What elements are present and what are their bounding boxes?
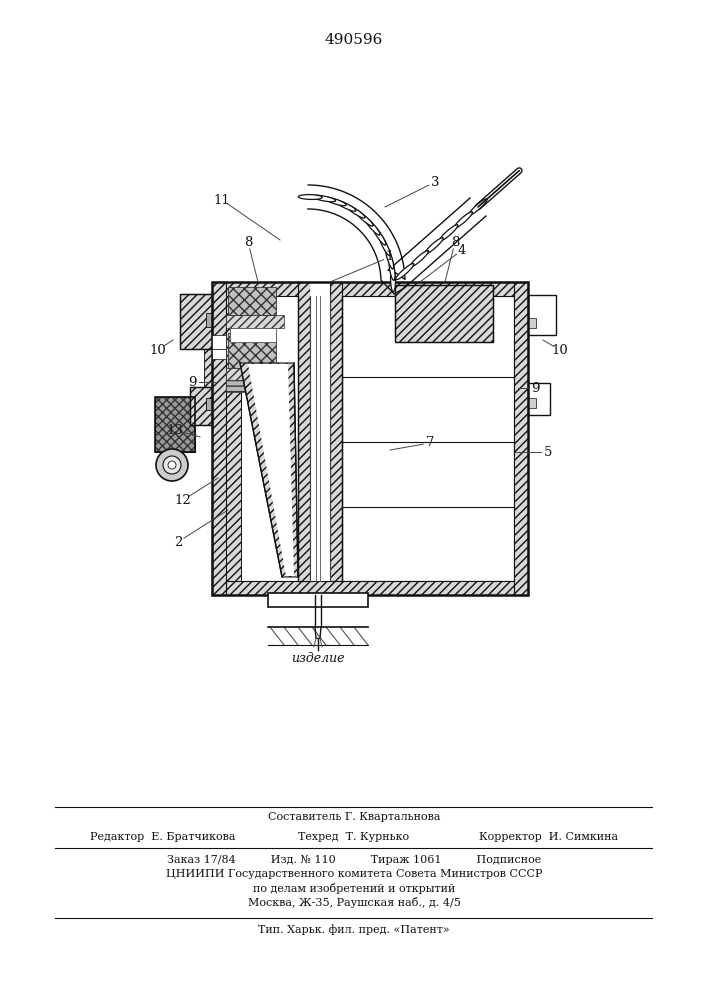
Text: 4: 4 — [458, 243, 466, 256]
Text: 10: 10 — [150, 344, 166, 357]
Circle shape — [163, 456, 181, 474]
Text: Корректор  И. Симкина: Корректор И. Симкина — [479, 832, 618, 842]
Text: 9: 9 — [188, 375, 197, 388]
Text: Тип. Харьк. фил. пред. «Патент»: Тип. Харьк. фил. пред. «Патент» — [258, 925, 450, 935]
Ellipse shape — [440, 225, 458, 241]
Text: 8: 8 — [244, 235, 252, 248]
Bar — [206, 398, 212, 410]
Text: 3: 3 — [431, 176, 439, 188]
Text: Составитель Г. Квартальнова: Составитель Г. Квартальнова — [268, 812, 440, 822]
Ellipse shape — [454, 212, 472, 228]
Polygon shape — [240, 363, 298, 577]
Ellipse shape — [298, 195, 322, 199]
Text: 10: 10 — [551, 344, 568, 357]
Ellipse shape — [379, 234, 390, 256]
Bar — [212, 335, 226, 349]
Bar — [212, 282, 528, 296]
Bar — [212, 282, 528, 595]
Text: 1: 1 — [386, 250, 395, 263]
Text: 8: 8 — [451, 235, 459, 248]
Ellipse shape — [389, 257, 395, 280]
Bar — [528, 398, 536, 408]
Ellipse shape — [469, 199, 487, 215]
Circle shape — [156, 449, 188, 481]
Text: 9: 9 — [531, 381, 539, 394]
Bar — [230, 328, 276, 342]
Text: 490596: 490596 — [325, 33, 383, 47]
Text: Заказ 17/84          Изд. № 110          Тираж 1061          Подписное: Заказ 17/84 Изд. № 110 Тираж 1061 Подпис… — [167, 855, 541, 865]
Ellipse shape — [364, 217, 380, 235]
Bar — [528, 318, 536, 328]
Polygon shape — [248, 364, 294, 576]
Bar — [155, 397, 195, 452]
Ellipse shape — [323, 197, 346, 206]
Bar — [226, 296, 298, 581]
Ellipse shape — [396, 264, 414, 280]
Text: 2: 2 — [174, 536, 182, 548]
Text: по делам изобретений и открытий: по делам изобретений и открытий — [253, 882, 455, 894]
Bar — [206, 313, 212, 327]
Text: 5: 5 — [544, 446, 552, 458]
Bar — [212, 581, 528, 595]
Bar — [212, 282, 226, 595]
Bar — [514, 282, 528, 595]
Bar — [528, 295, 556, 335]
Bar — [528, 383, 550, 415]
Bar — [228, 287, 276, 315]
Bar — [395, 285, 493, 342]
Bar — [190, 387, 212, 425]
Bar — [330, 282, 342, 581]
Text: изделие: изделие — [291, 652, 345, 664]
Text: Техред  Т. Курнько: Техред Т. Курнько — [298, 832, 409, 842]
Bar — [226, 315, 284, 328]
Bar — [212, 282, 528, 595]
Bar — [268, 593, 368, 607]
Bar — [226, 368, 284, 380]
Bar — [180, 294, 212, 349]
Bar — [298, 282, 310, 581]
Ellipse shape — [345, 204, 365, 218]
Ellipse shape — [410, 251, 428, 267]
Text: Редактор  Е. Братчикова: Редактор Е. Братчикова — [90, 832, 235, 842]
Bar — [155, 397, 195, 452]
Text: 7: 7 — [426, 436, 434, 450]
Bar — [226, 296, 241, 581]
Bar — [342, 296, 514, 581]
Ellipse shape — [355, 210, 373, 226]
Circle shape — [168, 461, 176, 469]
Text: 13: 13 — [167, 424, 183, 436]
Bar — [212, 349, 226, 359]
Bar — [226, 380, 284, 392]
Text: 12: 12 — [175, 493, 192, 506]
Ellipse shape — [390, 268, 395, 292]
Bar — [180, 294, 212, 349]
Bar — [395, 285, 493, 342]
Ellipse shape — [385, 246, 394, 269]
Ellipse shape — [334, 200, 356, 211]
Bar — [310, 282, 330, 581]
Ellipse shape — [372, 225, 386, 245]
Ellipse shape — [312, 195, 336, 202]
Text: 11: 11 — [214, 194, 230, 207]
Bar — [204, 349, 212, 387]
Text: ЦНИИПИ Государственного комитета Совета Министров СССР: ЦНИИПИ Государственного комитета Совета … — [165, 869, 542, 879]
Ellipse shape — [425, 238, 443, 254]
Bar — [228, 333, 276, 368]
Text: Москва, Ж-35, Раушская наб., д. 4/5: Москва, Ж-35, Раушская наб., д. 4/5 — [247, 896, 460, 908]
Bar — [190, 387, 212, 425]
